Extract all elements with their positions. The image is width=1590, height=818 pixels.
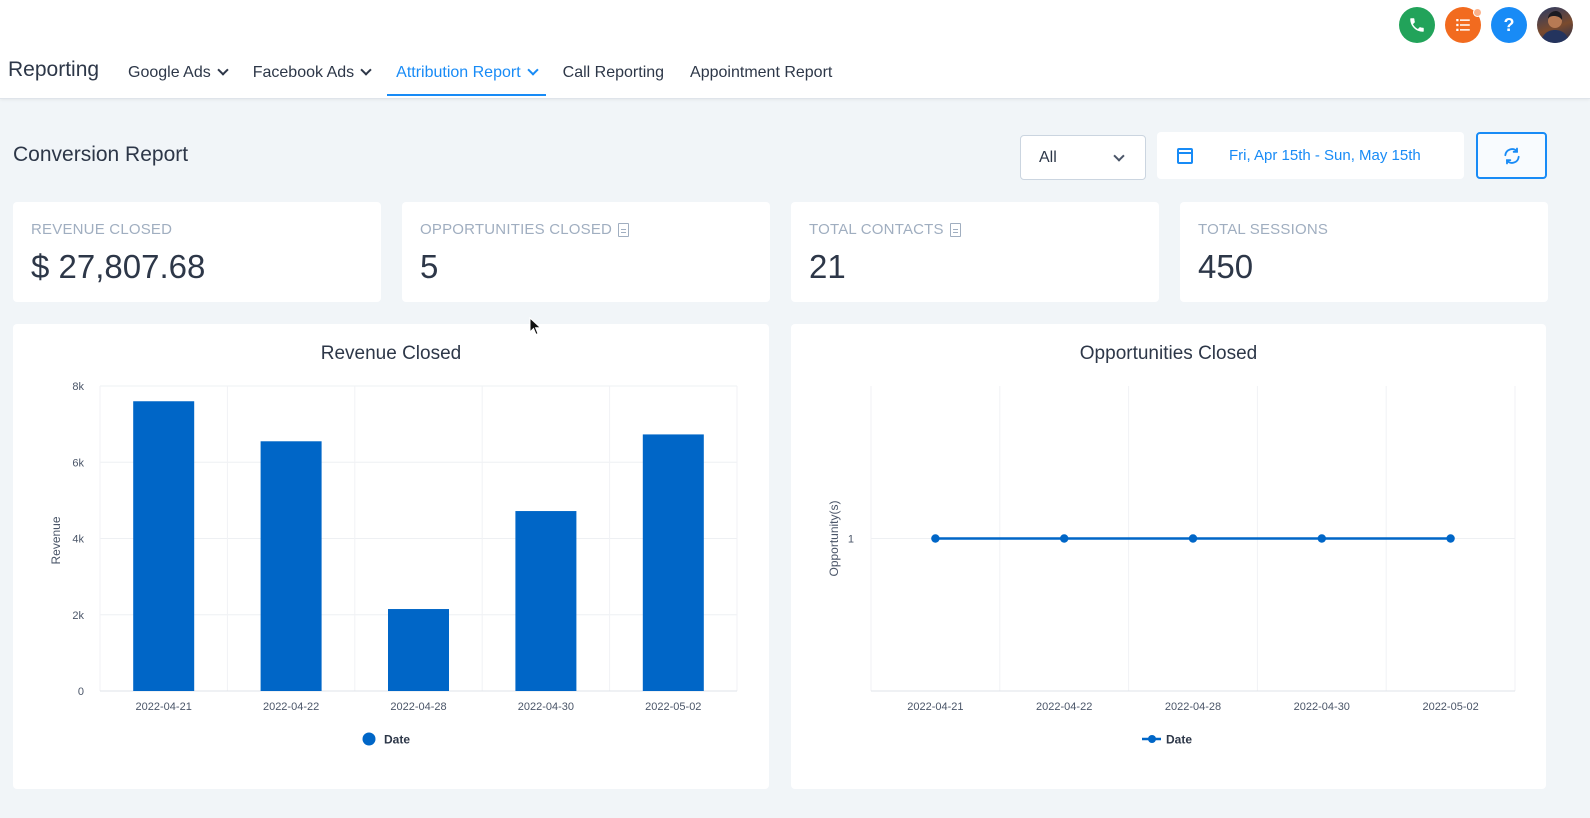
- select-value: All: [1039, 148, 1057, 166]
- tab-label: Google Ads: [128, 64, 211, 81]
- kpi-value: 21: [809, 248, 846, 285]
- help-icon: ?: [1503, 14, 1515, 35]
- kpi-value: $ 27,807.68: [31, 248, 206, 285]
- bar: [260, 441, 322, 691]
- bar: [515, 511, 577, 691]
- x-tick-label: 2022-04-21: [136, 701, 192, 713]
- mouse-cursor-icon: [529, 317, 542, 336]
- revenue-closed-chart-panel: Revenue Closed 0 2k 4k 6k 8k 2022-04-21 2022-0…: [13, 324, 769, 789]
- kpi-value: 5: [420, 248, 439, 285]
- kpi-label: TOTAL CONTACTS: [809, 221, 961, 238]
- kpi-card-total-contacts: TOTAL CONTACTS 21: [791, 202, 1159, 302]
- kpi-label: TOTAL SESSIONS: [1198, 221, 1328, 238]
- tab-call-reporting[interactable]: Call Reporting: [563, 56, 664, 98]
- data-point: [1060, 534, 1069, 543]
- revenue-bar-chart: 0 2k 4k 6k 8k 2022-04-21 2022-04-22 2022-04-28 2…: [49, 381, 738, 747]
- legend-marker: [362, 732, 376, 746]
- x-tick-label: 2022-04-22: [1036, 701, 1092, 713]
- x-tick-label: 2022-04-21: [907, 701, 963, 713]
- y-axis-label: Revenue: [49, 516, 63, 564]
- header-actions: ?: [1399, 7, 1573, 43]
- source-filter-select[interactable]: All: [1020, 135, 1146, 180]
- kpi-label-text: OPPORTUNITIES CLOSED: [420, 221, 613, 238]
- tab-label: Attribution Report: [396, 64, 521, 81]
- y-tick-label: 0: [78, 686, 84, 698]
- legend-label: Date: [384, 733, 410, 747]
- y-axis-label: Opportunity(s): [827, 500, 841, 576]
- data-point: [1188, 534, 1198, 543]
- data-point: [931, 534, 940, 543]
- kpi-label: OPPORTUNITIES CLOSED: [420, 221, 630, 238]
- y-tick-label: 4k: [72, 534, 84, 546]
- tab-label: Call Reporting: [562, 64, 665, 81]
- x-tick-label: 2022-05-02: [645, 701, 701, 713]
- y-tick-label: 1: [848, 534, 854, 546]
- report-tabs: Google Ads Facebook Ads Attribution Repo…: [128, 56, 858, 98]
- tab-attribution-report[interactable]: Attribution Report: [387, 56, 546, 98]
- x-tick-label: 2022-04-22: [263, 701, 319, 713]
- chevron-down-icon: [360, 64, 372, 76]
- notification-dot: [1473, 8, 1482, 17]
- refresh-icon: [1503, 147, 1520, 164]
- help-button[interactable]: ?: [1491, 7, 1527, 43]
- tab-label: Facebook Ads: [252, 64, 355, 81]
- bar: [642, 434, 704, 691]
- calendar-icon: [1177, 147, 1193, 164]
- phone-icon: [1410, 18, 1424, 32]
- chevron-down-icon: [1113, 150, 1125, 162]
- bar: [388, 609, 449, 691]
- date-range-text: Fri, Apr 15th - Sun, May 15th: [1229, 147, 1421, 164]
- document-icon[interactable]: [618, 222, 630, 237]
- top-navigation-bar: Reporting Google Ads Facebook Ads Attrib…: [0, 0, 1590, 99]
- x-tick-label: 2022-04-30: [518, 701, 574, 713]
- kpi-value: 450: [1198, 248, 1254, 285]
- x-tick-label: 2022-04-28: [1165, 701, 1221, 713]
- avatar-silhouette-icon: [1541, 11, 1569, 43]
- x-tick-label: 2022-05-02: [1422, 701, 1478, 713]
- opportunities-closed-chart-panel: Opportunities Closed 1 2022-04-21 2022-04-…: [791, 324, 1546, 789]
- tab-google-ads[interactable]: Google Ads: [128, 56, 229, 98]
- tasks-button[interactable]: [1445, 7, 1482, 43]
- tab-facebook-ads[interactable]: Facebook Ads: [252, 56, 372, 98]
- page-brand-title: Reporting: [8, 58, 100, 81]
- phone-button[interactable]: [1399, 7, 1435, 43]
- kpi-label-text: REVENUE CLOSED: [31, 221, 173, 238]
- user-avatar[interactable]: [1537, 7, 1573, 43]
- document-icon[interactable]: [949, 222, 961, 237]
- data-point: [1317, 534, 1326, 543]
- kpi-card-revenue-closed: REVENUE CLOSED $ 27,807.68: [13, 202, 381, 302]
- legend-label: Date: [1166, 733, 1192, 747]
- kpi-card-total-sessions: TOTAL SESSIONS 450: [1180, 202, 1548, 302]
- bar: [133, 401, 195, 691]
- y-tick-label: 6k: [72, 457, 84, 469]
- x-tick-label: 2022-04-28: [390, 701, 446, 713]
- kpi-card-opportunities-closed: OPPORTUNITIES CLOSED 5: [402, 202, 770, 302]
- kpi-label: REVENUE CLOSED: [31, 221, 172, 238]
- chevron-down-icon: [526, 64, 539, 76]
- data-point: [1446, 534, 1455, 543]
- task-list-icon: [1456, 19, 1470, 31]
- tab-appointment-report[interactable]: Appointment Report: [690, 56, 832, 98]
- refresh-button[interactable]: [1476, 132, 1547, 179]
- y-tick-label: 8k: [72, 381, 84, 393]
- tab-label: Appointment Report: [690, 64, 833, 81]
- opportunities-line-chart: 1 2022-04-21 2022-04-22 2022-04-28 2022-04-3…: [827, 386, 1516, 747]
- page-title: Conversion Report: [13, 143, 189, 166]
- x-tick-label: 2022-04-30: [1294, 701, 1350, 713]
- date-range-picker[interactable]: Fri, Apr 15th - Sun, May 15th: [1157, 132, 1464, 179]
- chevron-down-icon: [217, 64, 229, 76]
- chart-title: Opportunities Closed: [1079, 343, 1258, 364]
- y-tick-label: 2k: [72, 610, 84, 622]
- chart-title: Revenue Closed: [320, 343, 462, 364]
- legend-marker: [1148, 735, 1156, 743]
- kpi-label-text: TOTAL CONTACTS: [809, 221, 944, 238]
- kpi-label-text: TOTAL SESSIONS: [1198, 221, 1329, 238]
